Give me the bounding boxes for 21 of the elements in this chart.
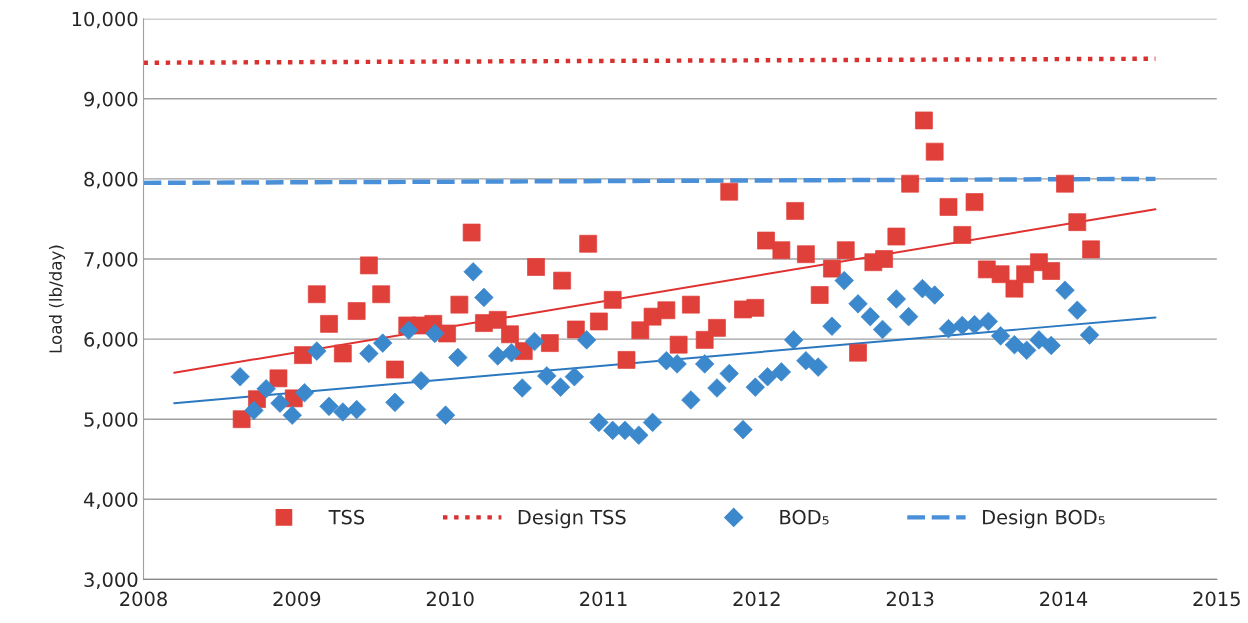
y-tick-label: 7,000 xyxy=(84,251,138,269)
x-tick-label: 2011 xyxy=(580,591,627,607)
y-tick-label: 5,000 xyxy=(84,412,138,429)
x-tick-label: 2010 xyxy=(426,591,474,607)
legend-label: Design TSS xyxy=(518,509,626,529)
x-tick-label: 2008 xyxy=(120,591,167,607)
legend-label: TSS xyxy=(328,509,365,525)
y-tick-label: 4,000 xyxy=(83,492,138,509)
x-tick-label: 2009 xyxy=(273,591,321,607)
legend-label: BOD₅ xyxy=(780,509,829,525)
y-tick-label: 3,000 xyxy=(84,572,138,590)
y-tick-label: 10,000 xyxy=(72,11,138,29)
legend-label: Design BOD₅ xyxy=(983,509,1105,529)
y-axis-title: Load (lb/day) xyxy=(48,245,66,353)
y-tick-label: 8,000 xyxy=(84,171,138,189)
x-tick-label: 2012 xyxy=(733,591,780,607)
x-tick-label: 2014 xyxy=(1040,591,1088,607)
y-tick-label: 6,000 xyxy=(84,332,138,349)
x-tick-label: 2013 xyxy=(886,591,934,607)
y-tick-label: 9,000 xyxy=(84,91,138,109)
x-tick-label: 2015 xyxy=(1193,591,1240,607)
